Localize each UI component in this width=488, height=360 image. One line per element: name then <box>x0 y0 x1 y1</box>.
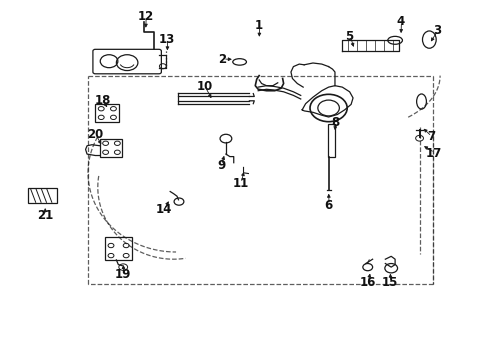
Text: 20: 20 <box>87 129 103 141</box>
Text: 11: 11 <box>232 177 248 190</box>
Text: 15: 15 <box>381 276 398 289</box>
Text: 10: 10 <box>196 80 212 93</box>
Text: 17: 17 <box>425 147 442 159</box>
Text: 5: 5 <box>345 30 353 42</box>
Text: 6: 6 <box>324 199 332 212</box>
Text: 1: 1 <box>255 19 263 32</box>
Text: 21: 21 <box>37 209 53 222</box>
Text: 13: 13 <box>159 33 175 46</box>
Text: 12: 12 <box>137 10 154 23</box>
Text: 7: 7 <box>427 130 434 143</box>
Text: 16: 16 <box>359 276 375 289</box>
Text: 9: 9 <box>217 159 224 172</box>
Text: 3: 3 <box>433 24 441 37</box>
Text: 18: 18 <box>94 94 111 107</box>
Text: 8: 8 <box>330 116 338 129</box>
Text: 19: 19 <box>115 268 131 281</box>
Text: 4: 4 <box>396 15 404 28</box>
Text: 14: 14 <box>155 203 172 216</box>
Text: 2: 2 <box>218 53 226 66</box>
